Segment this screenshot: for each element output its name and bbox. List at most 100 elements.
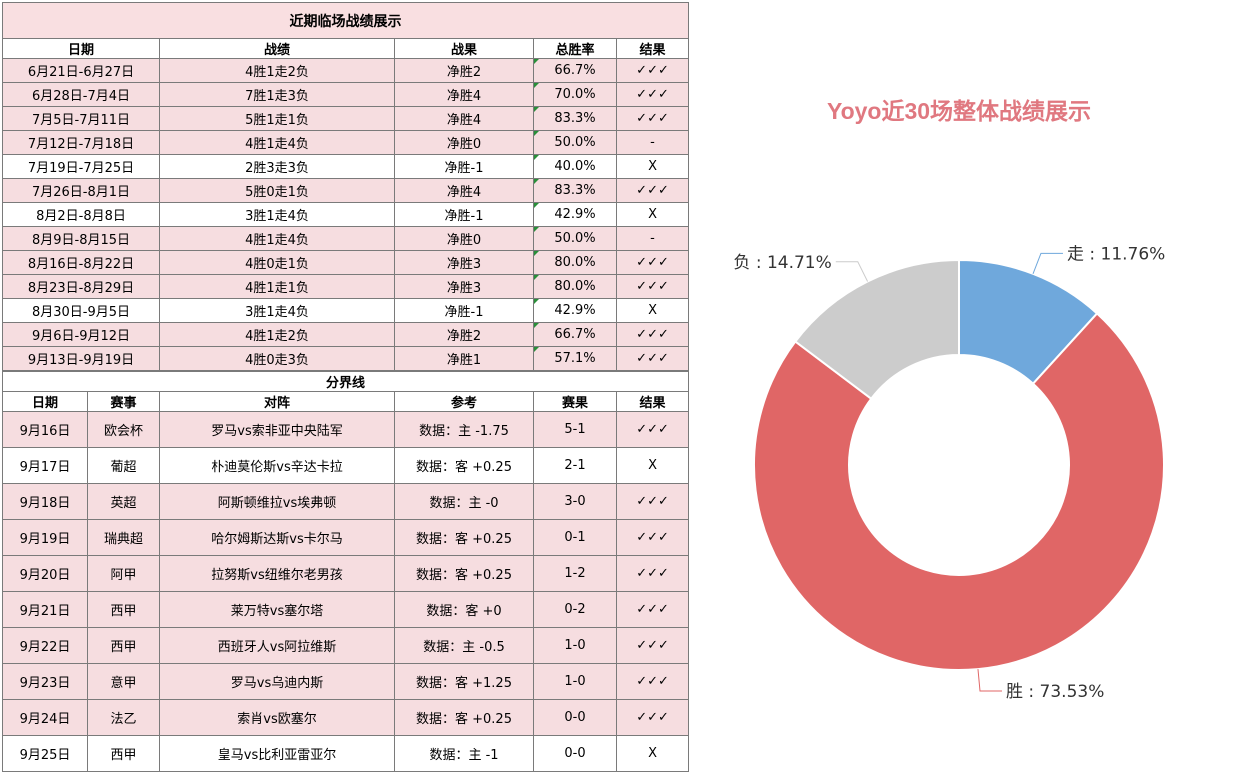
week-range-cell: 7月12日-7月18日 [2, 130, 160, 155]
league-cell: 意甲 [87, 663, 160, 700]
record-cell: 4胜1走4负 [159, 226, 395, 251]
table-title: 近期临场战绩展示 [1, 2, 690, 39]
column-header: 总胜率 [533, 38, 617, 59]
score-cell: 5-1 [533, 411, 617, 448]
table-row: 9月19日 瑞典超 哈尔姆斯达斯vs卡尔马 数据：客 +0.25 0-1 ✓✓✓ [2, 519, 690, 556]
net-win-cell: 净胜4 [394, 178, 534, 203]
league-cell: 西甲 [87, 591, 160, 628]
chart-slices [753, 258, 1165, 671]
chart-labels: 走 : 11.76% 胜 : 73.53% 负 : 14.71% [733, 244, 1165, 702]
table-row: 8月30日-9月5日 3胜1走4负 净胜-1 42.9% X [2, 298, 690, 323]
table-row: 7月19日-7月25日 2胜3走3负 净胜-1 40.0% X [2, 154, 690, 179]
week-range-cell: 8月9日-8月15日 [2, 226, 160, 251]
week-range-cell: 6月21日-6月27日 [2, 58, 160, 83]
match-date-cell: 9月20日 [2, 555, 88, 592]
score-cell: 1-0 [533, 663, 617, 700]
record-cell: 5胜1走1负 [159, 106, 395, 131]
table-row: 9月21日 西甲 莱万特vs塞尔塔 数据：客 +0 0-2 ✓✓✓ [2, 591, 690, 628]
week-range-cell: 9月13日-9月19日 [2, 346, 160, 371]
weekly-records-table: 近期临场战绩展示 日期 战绩 战果 总胜率 结果 6月21日-6月27日 4胜1走2负 净胜… [1, 2, 690, 371]
net-win-cell: 净胜1 [394, 346, 534, 371]
table-header-row: 日期 战绩 战果 总胜率 结果 [2, 38, 690, 59]
win-rate-cell: 40.0% [533, 154, 617, 179]
match-date-cell: 9月23日 [2, 663, 88, 700]
result-cell: ✓✓✓ [615, 591, 690, 628]
fixture-cell: 阿斯顿维拉vs埃弗顿 [159, 483, 395, 520]
match-date-cell: 9月22日 [2, 627, 88, 664]
table-row: 9月13日-9月19日 4胜0走3负 净胜1 57.1% ✓✓✓ [2, 346, 690, 371]
table-row: 9月22日 西甲 西班牙人vs阿拉维斯 数据：主 -0.5 1-0 ✓✓✓ [2, 627, 690, 664]
net-win-cell: 净胜0 [394, 130, 534, 155]
table-row: 9月20日 阿甲 拉努斯vs纽维尔老男孩 数据：客 +0.25 1-2 ✓✓✓ [2, 555, 690, 592]
record-cell: 3胜1走4负 [159, 202, 395, 227]
score-cell: 2-1 [533, 447, 617, 484]
league-cell: 西甲 [87, 735, 160, 772]
result-cell: X [615, 298, 690, 323]
league-cell: 葡超 [87, 447, 160, 484]
column-header: 日期 [2, 391, 88, 412]
week-range-cell: 7月5日-7月11日 [2, 106, 160, 131]
table-row: 8月23日-8月29日 4胜1走1负 净胜3 80.0% ✓✓✓ [2, 274, 690, 299]
match-date-cell: 9月18日 [2, 483, 88, 520]
slice-label-2: 负 : 14.71% [733, 253, 831, 273]
fixture-cell: 莱万特vs塞尔塔 [159, 591, 395, 628]
match-date-cell: 9月16日 [2, 411, 88, 448]
match-date-cell: 9月19日 [2, 519, 88, 556]
records-panel: 近期临场战绩展示 日期 战绩 战果 总胜率 结果 6月21日-6月27日 4胜1走2负 净胜… [1, 2, 690, 772]
column-header: 赛事 [87, 391, 160, 412]
table-row: 9月6日-9月12日 4胜1走2负 净胜2 66.7% ✓✓✓ [2, 322, 690, 347]
column-header: 对阵 [159, 391, 395, 412]
league-cell: 欧会杯 [87, 411, 160, 448]
league-cell: 西甲 [87, 627, 160, 664]
column-header: 结果 [615, 391, 690, 412]
win-rate-cell: 50.0% [533, 226, 617, 251]
table-row: 7月5日-7月11日 5胜1走1负 净胜4 83.3% ✓✓✓ [2, 106, 690, 131]
reference-cell: 数据：客 +0 [394, 591, 534, 628]
table-row: 8月16日-8月22日 4胜0走1负 净胜3 80.0% ✓✓✓ [2, 250, 690, 275]
table-row: 9月24日 法乙 索肖vs欧塞尔 数据：客 +0.25 0-0 ✓✓✓ [2, 699, 690, 736]
score-cell: 0-0 [533, 699, 617, 736]
slice-label-0: 走 : 11.76% [1067, 244, 1165, 264]
reference-cell: 数据：主 -1 [394, 735, 534, 772]
result-cell: ✓✓✓ [615, 58, 690, 83]
result-cell: - [615, 130, 690, 155]
win-rate-cell: 57.1% [533, 346, 617, 371]
win-rate-cell: 66.7% [533, 322, 617, 347]
result-cell: ✓✓✓ [615, 82, 690, 107]
table-row: 9月17日 葡超 朴迪莫伦斯vs辛达卡拉 数据：客 +0.25 2-1 X [2, 447, 690, 484]
score-cell: 0-2 [533, 591, 617, 628]
record-cell: 4胜1走2负 [159, 322, 395, 347]
record-cell: 5胜0走1负 [159, 178, 395, 203]
score-cell: 3-0 [533, 483, 617, 520]
fixture-cell: 哈尔姆斯达斯vs卡尔马 [159, 519, 395, 556]
table-row: 6月28日-7月4日 7胜1走3负 净胜4 70.0% ✓✓✓ [2, 82, 690, 107]
week-range-cell: 7月19日-7月25日 [2, 154, 160, 179]
record-cell: 3胜1走4负 [159, 298, 395, 323]
record-cell: 7胜1走3负 [159, 82, 395, 107]
slice-2 [793, 258, 960, 401]
record-cell: 4胜0走3负 [159, 346, 395, 371]
fixture-cell: 拉努斯vs纽维尔老男孩 [159, 555, 395, 592]
win-rate-cell: 50.0% [533, 130, 617, 155]
result-cell: X [615, 735, 690, 772]
net-win-cell: 净胜2 [394, 58, 534, 83]
win-rate-cell: 80.0% [533, 250, 617, 275]
fixture-cell: 罗马vs索非亚中央陆军 [159, 411, 395, 448]
week-range-cell: 8月23日-8月29日 [2, 274, 160, 299]
league-cell: 瑞典超 [87, 519, 160, 556]
column-header: 战绩 [159, 38, 395, 59]
reference-cell: 数据：主 -0.5 [394, 627, 534, 664]
reference-cell: 数据：客 +1.25 [394, 663, 534, 700]
result-cell: ✓✓✓ [615, 274, 690, 299]
table-header-row: 日期 赛事 对阵 参考 赛果 结果 [2, 391, 690, 412]
net-win-cell: 净胜4 [394, 106, 534, 131]
column-header: 战果 [394, 38, 534, 59]
result-cell: ✓✓✓ [615, 106, 690, 131]
reference-cell: 数据：客 +0.25 [394, 699, 534, 736]
leader-line-0 [1032, 252, 1063, 275]
reference-cell: 数据：客 +0.25 [394, 447, 534, 484]
result-cell: X [615, 154, 690, 179]
score-cell: 0-1 [533, 519, 617, 556]
win-rate-cell: 80.0% [533, 274, 617, 299]
week-range-cell: 8月2日-8月8日 [2, 202, 160, 227]
